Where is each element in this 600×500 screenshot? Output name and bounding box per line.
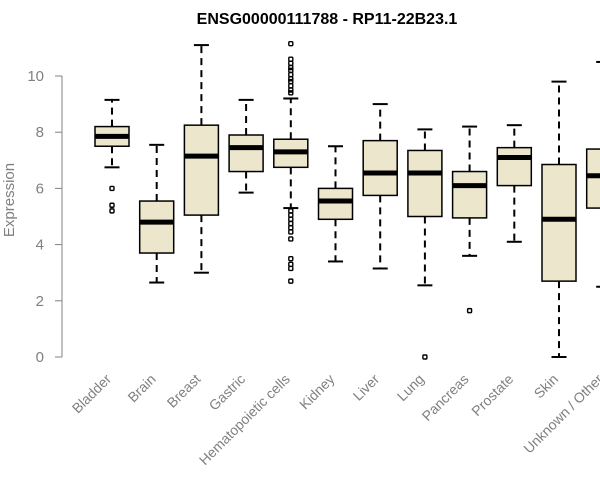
iqr-box: [585, 148, 600, 209]
outlier-point: [109, 185, 115, 192]
x-tick-label: Gastric: [206, 371, 249, 414]
box-group: [541, 80, 577, 358]
box-series: [94, 40, 600, 360]
y-tick-label: 6: [36, 180, 44, 197]
iqr-box: [228, 134, 264, 173]
outlier-point: [288, 71, 294, 78]
x-tick-label: Bladder: [69, 371, 115, 417]
x-tick-label: Skin: [531, 371, 562, 402]
outlier-point: [109, 202, 115, 208]
chart-title: ENSG00000111788 - RP11-22B23.1: [197, 11, 458, 28]
box-group: [407, 128, 443, 360]
box-group: [362, 103, 398, 270]
y-tick-label: 8: [36, 124, 44, 141]
outlier-point: [288, 64, 294, 71]
outlier-point: [288, 236, 294, 242]
outlier-point: [288, 278, 294, 284]
y-tick-label: 10: [27, 68, 44, 85]
outlier-point: [288, 78, 294, 85]
outlier-point: [288, 220, 294, 227]
outlier-point: [288, 60, 294, 67]
outlier-point: [288, 76, 294, 82]
outlier-point: [288, 265, 294, 272]
iqr-box: [362, 139, 398, 197]
box-group: [451, 125, 488, 314]
outlier-point: [288, 208, 294, 214]
y-axis-label: Expression: [1, 163, 18, 237]
iqr-box: [317, 187, 354, 221]
outlier-point: [288, 90, 294, 96]
iqr-box: [541, 163, 577, 282]
x-tick-label: Brain: [124, 371, 158, 405]
box-group: [183, 44, 220, 274]
outlier-point: [288, 212, 294, 218]
iqr-box: [407, 149, 443, 218]
box-group: [496, 124, 533, 243]
iqr-box: [183, 124, 220, 216]
x-tick-label: Lung: [394, 371, 427, 404]
x-tick-label: Kidney: [296, 371, 338, 413]
y-axis-ticks: 0 2 4 6 8 10: [27, 68, 62, 366]
box-group: [228, 98, 264, 194]
outlier-point: [288, 229, 294, 235]
outlier-point: [422, 354, 428, 360]
outlier-point: [288, 40, 294, 47]
x-tick-label: Prostate: [468, 371, 516, 419]
outlier-point: [288, 56, 294, 62]
box-group: [94, 98, 130, 214]
outlier-point: [288, 225, 294, 231]
outlier-point: [288, 216, 294, 223]
y-tick-label: 2: [36, 293, 44, 310]
box-group: [585, 60, 600, 288]
x-tick-label: Liver: [350, 371, 383, 404]
box-group: [138, 143, 175, 284]
outlier-point: [288, 83, 294, 89]
outlier-point: [109, 208, 115, 214]
outlier-point: [288, 255, 294, 262]
outlier-point: [288, 87, 294, 93]
iqr-box: [496, 146, 533, 187]
iqr-box: [451, 170, 488, 219]
iqr-box: [138, 200, 175, 254]
outlier-point: [288, 261, 294, 267]
x-tick-label: Pancreas: [419, 371, 472, 424]
x-tick-label: Unknown / Other: [520, 371, 600, 457]
outlier-point: [466, 307, 473, 314]
y-tick-label: 4: [36, 237, 44, 254]
x-tick-label: Breast: [164, 371, 204, 411]
box-group: [317, 145, 354, 263]
outlier-point: [288, 67, 294, 74]
box-group: [273, 40, 309, 284]
y-tick-label: 0: [36, 349, 44, 366]
